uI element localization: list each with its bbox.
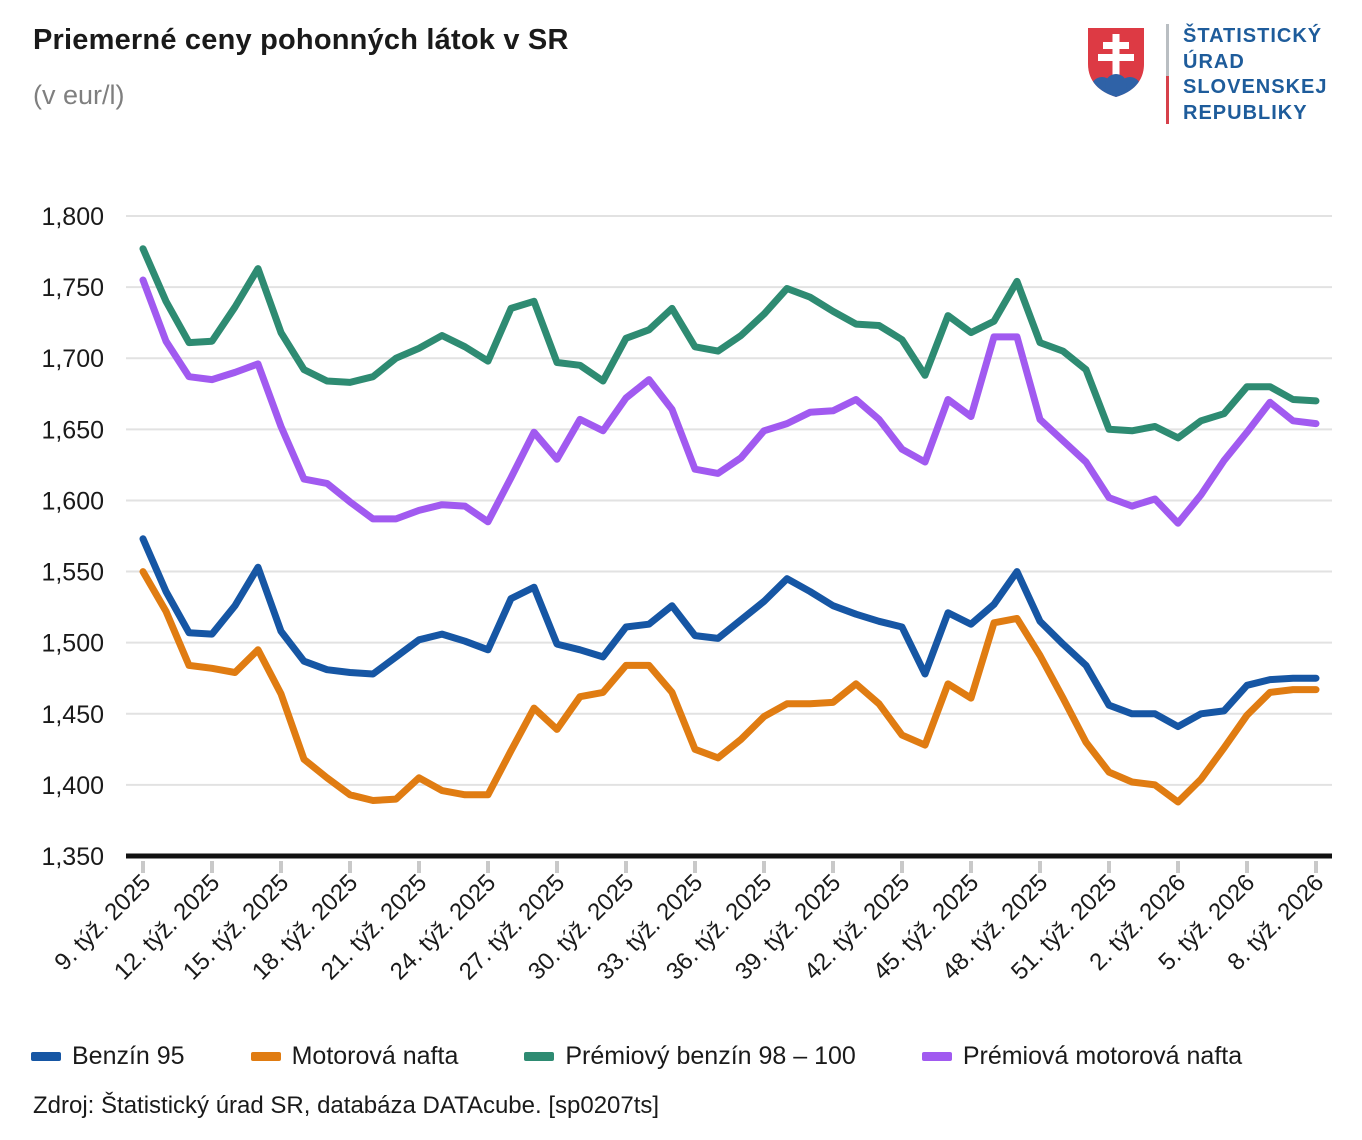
- org-name-line: REPUBLIKY: [1183, 101, 1308, 124]
- org-name-line: ÚRAD: [1183, 50, 1245, 73]
- org-logo: ŠTATISTICKÝ ÚRAD SLOVENSKEJ REPUBLIKY: [1082, 22, 1327, 126]
- legend-swatch: [31, 1052, 61, 1061]
- y-axis-tick-label: 1,350: [41, 843, 104, 871]
- org-name-line: SLOVENSKEJ: [1183, 76, 1328, 98]
- legend-swatch: [524, 1052, 555, 1061]
- org-name: ŠTATISTICKÝ ÚRAD SLOVENSKEJ REPUBLIKY: [1183, 24, 1327, 126]
- slovak-coat-of-arms-icon: [1088, 28, 1144, 97]
- legend-label: Prémiový benzín 98 – 100: [565, 1042, 856, 1070]
- source-note: Zdroj: Štatistický úrad SR, databáza DAT…: [33, 1092, 660, 1119]
- y-axis-tick-label: 1,450: [41, 701, 104, 729]
- legend-label: Prémiová motorová nafta: [962, 1042, 1243, 1070]
- legend-swatch: [921, 1052, 952, 1061]
- legend-label: Benzín 95: [72, 1042, 185, 1070]
- series-line-pr-miov-motorov-nafta: [139, 276, 1320, 527]
- fuel-prices-line-chart: 1,350 1,400 1,450 1,500 1,550 1,600 1,650 1,700…: [41, 203, 1332, 985]
- series-line-pr-miov-benz-n-98-100: [139, 245, 1320, 442]
- org-name-line: ŠTATISTICKÝ: [1183, 25, 1323, 47]
- y-axis-tick-label: 1,700: [41, 345, 104, 373]
- y-axis-tick-label: 1,800: [41, 203, 104, 231]
- legend-item-benz-n-95: Benzín 95: [31, 1042, 185, 1071]
- series-line-benz-n-95: [139, 535, 1320, 731]
- y-axis-tick-label: 1,750: [41, 274, 104, 302]
- legend-item-motorov-nafta: Motorová nafta: [250, 1042, 459, 1071]
- y-axis-tick-label: 1,500: [41, 630, 104, 658]
- y-axis-tick-label: 1,550: [41, 559, 104, 587]
- legend-swatch: [250, 1052, 281, 1061]
- chart-legend: Benzín 95 Motorová nafta Prémiový benzín 9…: [31, 1042, 1242, 1071]
- logo-divider: [1166, 24, 1169, 124]
- series-line-motorov-nafta: [139, 568, 1320, 806]
- y-axis-tick-label: 1,650: [41, 416, 104, 444]
- page-title: Priemerné ceny pohonných látok v SR: [33, 24, 569, 56]
- legend-item-pr-miov-benz-n-98-100: Prémiový benzín 98 – 100: [524, 1042, 856, 1071]
- legend-label: Motorová nafta: [291, 1042, 459, 1070]
- legend-item-pr-miov-motorov-nafta: Prémiová motorová nafta: [921, 1042, 1243, 1071]
- y-axis-tick-label: 1,400: [41, 772, 104, 800]
- page-subtitle: (v eur/l): [33, 80, 125, 110]
- y-axis-tick-label: 1,600: [41, 487, 104, 515]
